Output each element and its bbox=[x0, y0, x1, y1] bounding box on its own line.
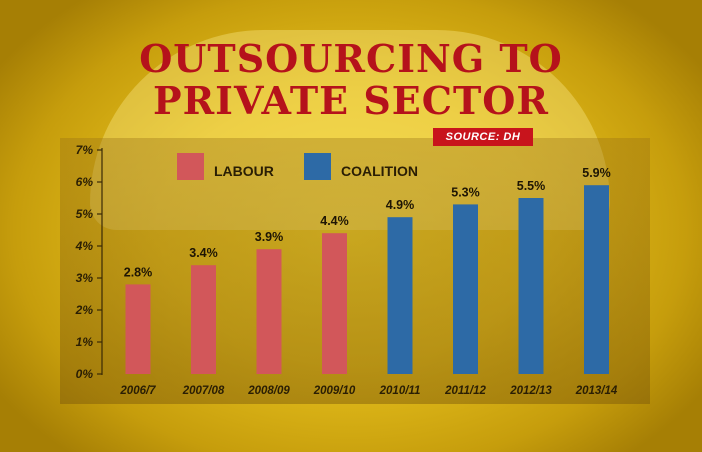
bar bbox=[125, 284, 151, 374]
y-tick-label: 0% bbox=[76, 367, 94, 381]
y-tick-label: 2% bbox=[75, 303, 94, 317]
value-label: 3.4% bbox=[189, 246, 218, 260]
y-tick-label: 5% bbox=[76, 207, 94, 221]
bar bbox=[191, 265, 216, 374]
value-label: 5.9% bbox=[582, 166, 611, 180]
x-tick-label: 2008/09 bbox=[247, 385, 290, 397]
title-line-2: PRIVATE SECTOR bbox=[153, 78, 549, 123]
value-label: 4.4% bbox=[320, 214, 349, 228]
value-label: 3.9% bbox=[255, 230, 284, 244]
title-line-1: OUTSOURCING TO bbox=[139, 36, 563, 81]
bar bbox=[584, 185, 609, 374]
y-axis: 0% 1% 2% 3% 4% 5% 6% 7% bbox=[75, 143, 103, 381]
y-tick-label: 4% bbox=[75, 239, 94, 253]
x-tick-label: 2010/11 bbox=[379, 385, 421, 397]
source-badge: SOURCE: DH bbox=[433, 128, 533, 146]
x-tick-label: 2011/12 bbox=[444, 385, 486, 397]
bar bbox=[256, 249, 282, 374]
value-label: 5.3% bbox=[451, 185, 480, 199]
value-label: 4.9% bbox=[386, 198, 415, 212]
y-tick-label: 1% bbox=[76, 335, 94, 349]
legend: LABOUR COALITION bbox=[177, 153, 418, 180]
bar bbox=[387, 217, 413, 374]
x-tick-label: 2007/08 bbox=[182, 385, 225, 397]
y-tick-label: 3% bbox=[76, 271, 94, 285]
legend-swatch-labour bbox=[177, 153, 204, 180]
bar bbox=[322, 233, 347, 374]
bar bbox=[518, 198, 544, 374]
bar bbox=[453, 204, 478, 374]
value-label: 5.5% bbox=[517, 179, 546, 193]
bars bbox=[125, 185, 609, 374]
x-axis-labels: 2006/7 2007/08 2008/09 2009/10 2010/11 2011/1… bbox=[119, 385, 617, 397]
x-tick-label: 2012/13 bbox=[509, 385, 552, 397]
value-label: 2.8% bbox=[124, 265, 153, 279]
legend-label-labour: LABOUR bbox=[214, 163, 274, 179]
y-tick-label: 6% bbox=[76, 175, 94, 189]
background-photo bbox=[60, 138, 650, 404]
x-tick-label: 2006/7 bbox=[119, 385, 156, 397]
y-tick-label: 7% bbox=[76, 143, 94, 157]
x-tick-label: 2013/14 bbox=[575, 385, 618, 397]
legend-swatch-coalition bbox=[304, 153, 331, 180]
chart-title: OUTSOURCING TO PRIVATE SECTOR bbox=[0, 38, 702, 122]
legend-label-coalition: COALITION bbox=[341, 163, 418, 179]
x-tick-label: 2009/10 bbox=[313, 385, 356, 397]
value-labels: 2.8% 3.4% 3.9% 4.4% 4.9% 5.3% 5.5% 5.9% bbox=[124, 166, 611, 279]
